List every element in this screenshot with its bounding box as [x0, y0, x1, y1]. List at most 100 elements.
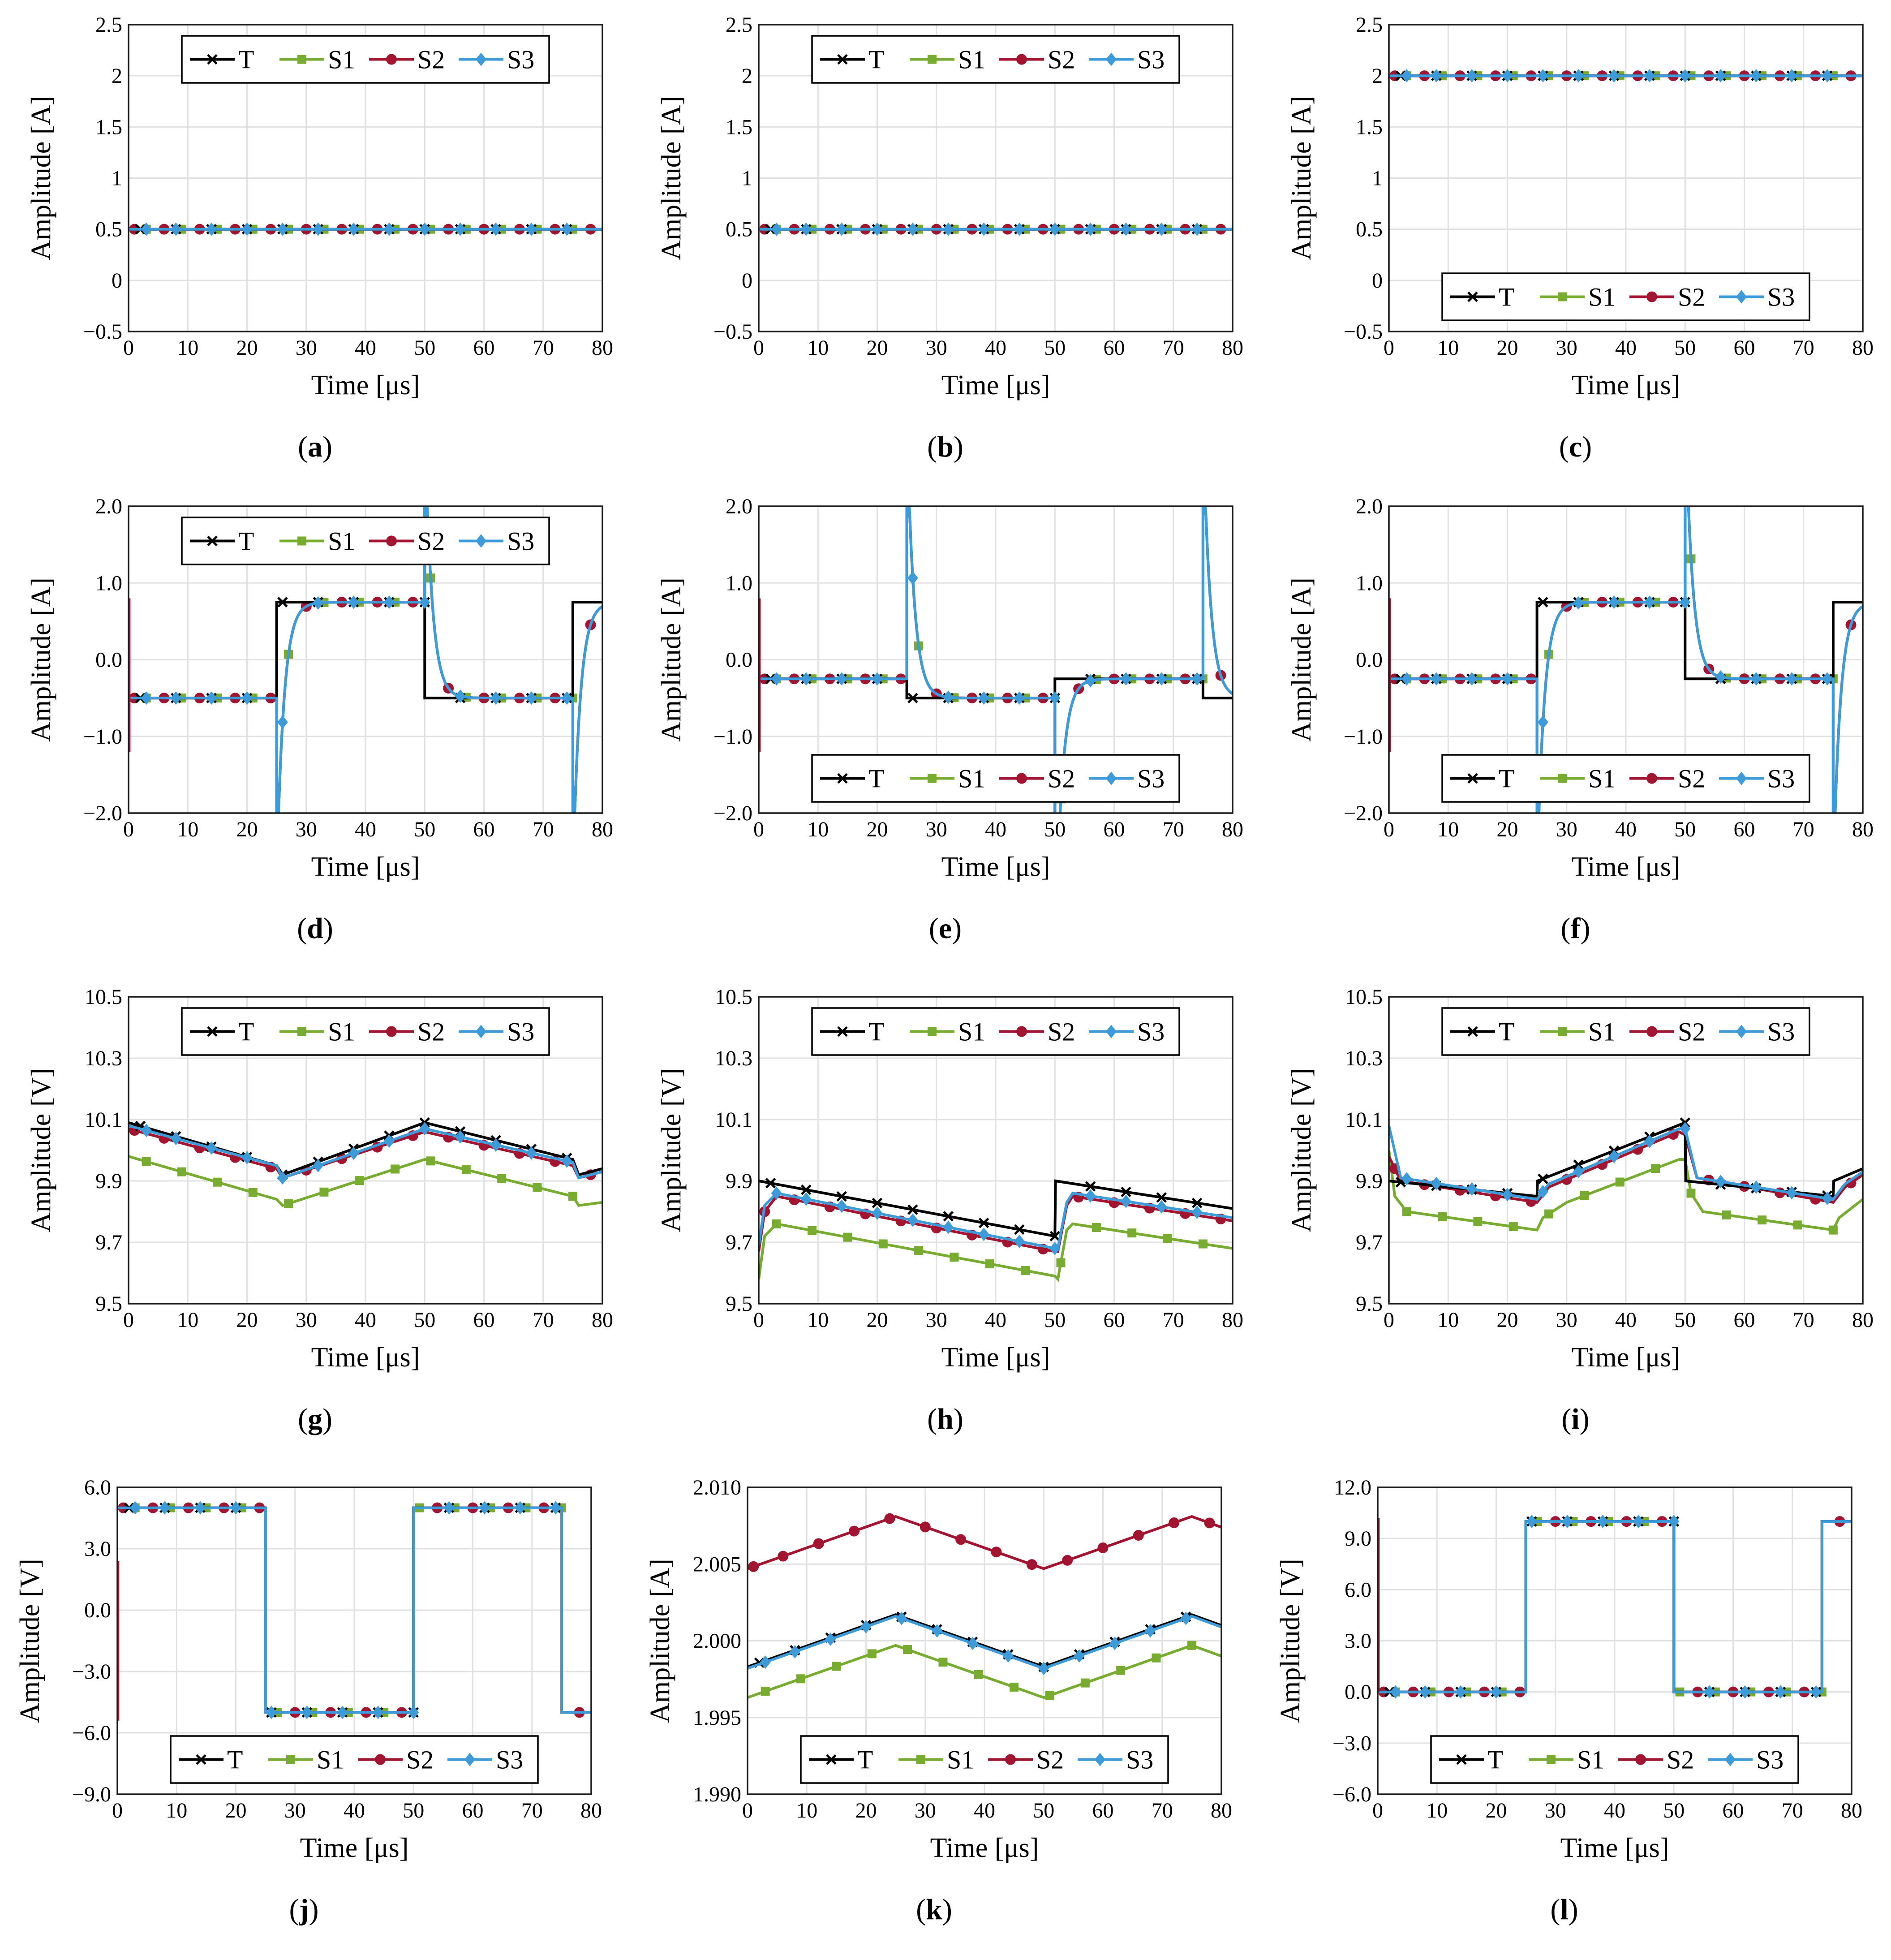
y-tick-label: 12.0: [1334, 1476, 1371, 1499]
marker-S1: [1686, 1189, 1696, 1198]
marker-S3: [1014, 222, 1025, 236]
marker-S3: [526, 1146, 537, 1160]
marker-S1: [213, 1177, 222, 1187]
x-tick-label: 80: [592, 1308, 613, 1332]
marker-S1: [1580, 1191, 1589, 1200]
marker-S3: [206, 1141, 217, 1155]
marker-S3: [1608, 69, 1620, 83]
marker-S3: [195, 1501, 206, 1515]
marker-S3: [1085, 1189, 1096, 1203]
y-tick-label: 1.5: [95, 115, 122, 139]
y-tick-label: 3.0: [84, 1537, 111, 1561]
x-axis-label: Time [μs]: [941, 1342, 1050, 1373]
x-tick-label: 0: [1372, 1799, 1383, 1822]
marker-S3: [1573, 596, 1584, 610]
marker-S1: [985, 1259, 994, 1269]
x-tick-label: 50: [1663, 1799, 1685, 1822]
legend-label-S1: S1: [1588, 283, 1616, 312]
marker-S3: [170, 691, 181, 705]
marker-S3: [1562, 1515, 1573, 1529]
legend-label-S3: S3: [1767, 283, 1795, 312]
marker-S3: [206, 222, 217, 236]
legend-marker-S3: [476, 534, 486, 548]
x-tick-label: 50: [403, 1799, 424, 1822]
marker-S3: [1156, 222, 1167, 236]
y-axis-label: Amplitude [V]: [656, 1068, 687, 1232]
marker-S3: [978, 222, 989, 236]
marker-S3: [1573, 69, 1584, 83]
marker-S1: [1198, 1239, 1208, 1249]
marker-S1: [391, 1164, 400, 1174]
chart-g: 0 10 20 30 40 50 60 70 80 9.5 9.7 9.9 10.1 10.3 10.5 Ti…: [26, 985, 613, 1373]
marker-S3: [800, 222, 812, 236]
marker-S3: [1145, 1624, 1156, 1638]
axes-box: [758, 24, 1233, 332]
marker-T: [1156, 1192, 1167, 1203]
series-line-S1: [748, 1644, 1221, 1699]
x-tick-label: 10: [807, 1308, 829, 1332]
chart-l: 0 10 20 30 40 50 60 70 80 −6.0 −3.0 0.0 3.0 6.0 9.0 12.…: [1275, 1476, 1862, 1863]
y-tick-label: 9.7: [1356, 1231, 1383, 1254]
legend: T S1 S2 S3: [1430, 1735, 1799, 1784]
legend-marker-S1: [928, 1027, 937, 1036]
panel-caption: (k): [916, 1893, 952, 1926]
plot-area: [1389, 1117, 1863, 1235]
y-tick-label: 1.990: [693, 1783, 741, 1806]
y-tick-label: 6.0: [1345, 1578, 1371, 1602]
marker-S3: [348, 1146, 359, 1160]
y-tick-label: 0: [1372, 269, 1383, 293]
x-tick-label: 30: [1556, 1308, 1577, 1332]
legend-label-T: T: [238, 45, 254, 74]
x-tick-label: 70: [1152, 1799, 1173, 1822]
marker-S3: [1419, 1685, 1431, 1699]
legend-marker-S2: [1646, 291, 1657, 302]
marker-S3: [1191, 672, 1203, 686]
y-tick-label: 3.0: [1345, 1629, 1371, 1653]
marker-S3: [313, 1159, 324, 1172]
marker-S3: [825, 1632, 836, 1646]
legend-marker-S2: [386, 535, 397, 547]
y-tick-label: 0: [112, 269, 122, 293]
legend-marker-S3: [1106, 52, 1117, 66]
x-tick-label: 70: [1163, 818, 1184, 841]
marker-S3: [1537, 69, 1548, 83]
marker-S3: [943, 222, 954, 236]
marker-S3: [1049, 1241, 1061, 1255]
marker-S3: [515, 1501, 526, 1515]
marker-S1: [1080, 1678, 1090, 1688]
marker-T: [872, 1198, 883, 1209]
marker-S3: [455, 689, 466, 703]
panel-h: 0 10 20 30 40 50 60 70 80 9.5 9.7 9.9 10.1 10.3 10.5 Ti…: [630, 972, 1260, 1462]
y-tick-label: −6.0: [72, 1721, 111, 1745]
legend-marker-S1: [916, 1755, 925, 1764]
y-tick-label: −3.0: [1332, 1732, 1371, 1755]
y-tick-label: 9.9: [95, 1169, 122, 1193]
panel-caption-letter: c: [1569, 431, 1582, 463]
x-tick-label: 40: [974, 1799, 995, 1822]
x-tick-label: 70: [1163, 1308, 1184, 1332]
marker-S3: [1401, 1172, 1412, 1186]
x-tick-label: 70: [533, 818, 554, 841]
y-tick-label: 2.000: [693, 1629, 741, 1653]
marker-S3: [241, 1150, 253, 1164]
y-tick-label: 6.0: [84, 1476, 111, 1499]
marker-S3: [479, 1501, 490, 1515]
x-tick-label: 20: [236, 336, 258, 360]
legend-label-T: T: [1499, 283, 1514, 312]
legend-label-S2: S2: [1667, 1745, 1694, 1775]
marker-S3: [1455, 1685, 1466, 1699]
x-tick-label: 60: [462, 1799, 484, 1822]
panel-caption: (f): [1560, 912, 1590, 945]
x-tick-label: 80: [1841, 1799, 1862, 1822]
panel-caption-letter: d: [307, 912, 323, 945]
legend-label-S1: S1: [328, 527, 355, 556]
x-tick-label: 60: [473, 1308, 495, 1332]
marker-T: [801, 1184, 812, 1195]
marker-S3: [1502, 672, 1513, 686]
x-tick-label: 80: [1222, 336, 1243, 360]
marker-S3: [978, 691, 989, 705]
marker-S3: [526, 691, 537, 705]
marker-T: [836, 1191, 847, 1202]
marker-S3: [1401, 69, 1412, 83]
marker-S1: [355, 1176, 364, 1185]
